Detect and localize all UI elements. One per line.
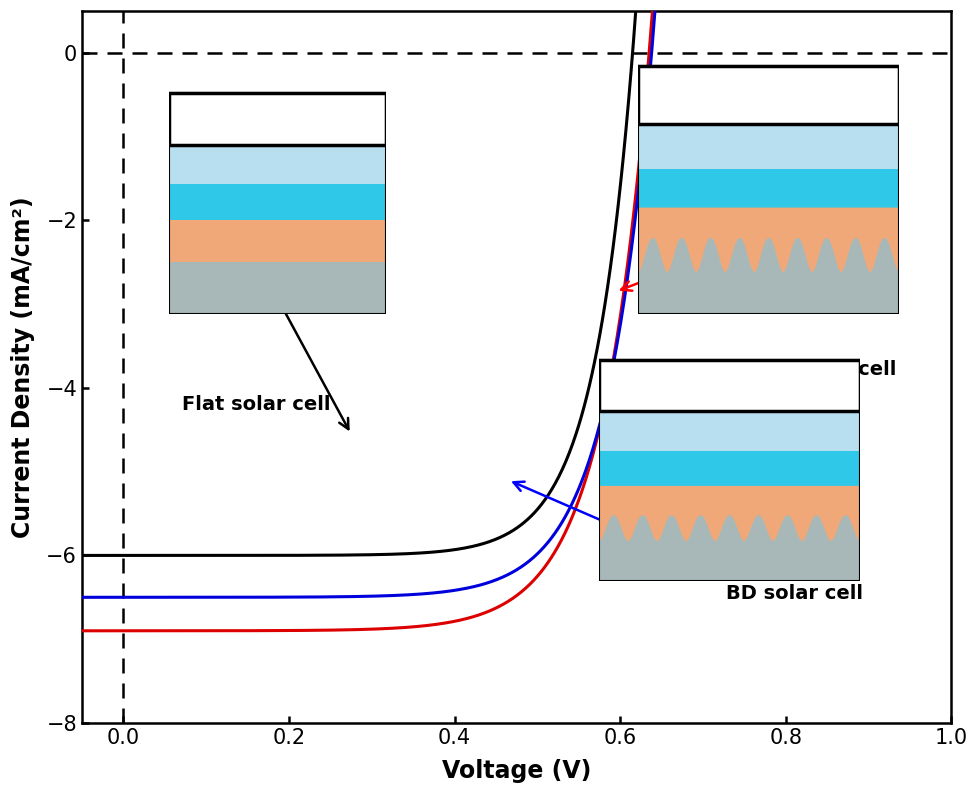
X-axis label: Voltage (V): Voltage (V) (441, 759, 591, 783)
Text: Flat solar cell: Flat solar cell (182, 395, 331, 414)
Y-axis label: Current Density (mA/cm²): Current Density (mA/cm²) (11, 196, 35, 538)
Text: BD-R solar cell: BD-R solar cell (735, 360, 896, 379)
Text: BD solar cell: BD solar cell (726, 584, 863, 603)
